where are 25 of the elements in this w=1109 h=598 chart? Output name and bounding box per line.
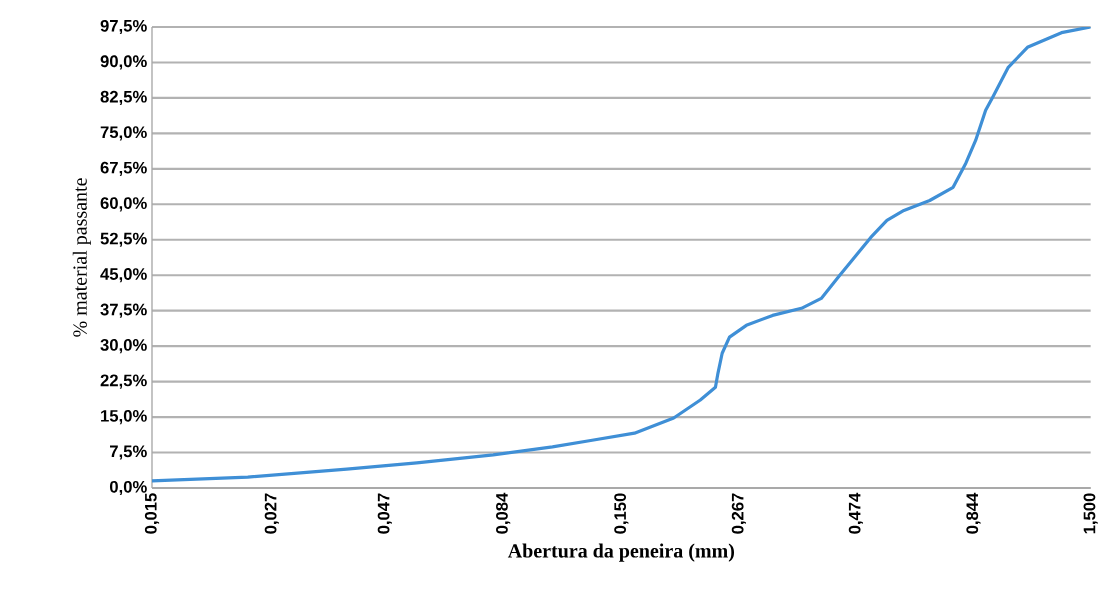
x-tick-label: 0,150 bbox=[614, 493, 629, 534]
x-axis-title: Abertura da peneira (mm) bbox=[507, 543, 735, 562]
y-tick-label: 30,0% bbox=[100, 339, 147, 354]
y-tick-label: 37,5% bbox=[100, 303, 147, 318]
x-tick-label: 0,844 bbox=[966, 492, 981, 534]
y-tick-label: 22,5% bbox=[100, 374, 147, 389]
x-tick-label: 0,027 bbox=[264, 493, 279, 534]
x-tick-label: 0,267 bbox=[731, 493, 746, 534]
y-tick-label: 52,5% bbox=[100, 232, 147, 247]
x-tick-label: 1,500 bbox=[1083, 493, 1098, 534]
x-tick-label: 0,084 bbox=[496, 492, 511, 534]
y-tick-label: 90,0% bbox=[100, 55, 147, 70]
y-tick-label: 67,5% bbox=[100, 161, 147, 176]
y-tick-label: 15,0% bbox=[101, 409, 147, 425]
y-tick-label: 60,0% bbox=[100, 197, 147, 212]
y-tick-label: 0,0% bbox=[109, 480, 147, 496]
y-tick-label: 7,5% bbox=[110, 445, 147, 460]
y-axis-title: % material passante bbox=[72, 178, 91, 337]
x-tick-label: 0,474 bbox=[848, 492, 863, 534]
x-tick-label: 0,047 bbox=[377, 493, 392, 534]
y-tick-label: 82,5% bbox=[100, 90, 147, 106]
y-tick-label: 97,5% bbox=[100, 19, 147, 35]
x-tick-label: 0,015 bbox=[144, 493, 160, 534]
y-tick-label: 75,0% bbox=[100, 126, 147, 141]
y-tick-label: 45,0% bbox=[100, 268, 147, 283]
